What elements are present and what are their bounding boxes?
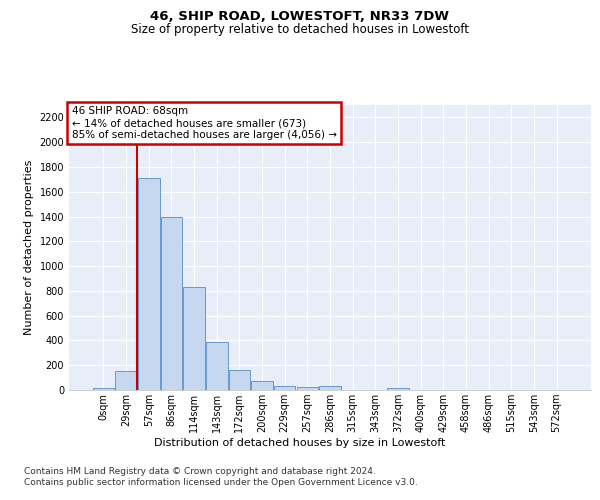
Bar (319, 386, 341, 390)
Text: Contains public sector information licensed under the Open Government Licence v3: Contains public sector information licen… (24, 478, 418, 487)
Y-axis label: Number of detached properties: Number of detached properties (24, 160, 34, 335)
Text: 46 SHIP ROAD: 68sqm
← 14% of detached houses are smaller (673)
85% of semi-detac: 46 SHIP ROAD: 68sqm ← 14% of detached ho… (71, 106, 337, 140)
Bar (161, 217, 182, 390)
Text: Size of property relative to detached houses in Lowestoft: Size of property relative to detached ho… (131, 22, 469, 36)
Bar (138, 178, 160, 390)
Bar (251, 382, 273, 390)
Bar (387, 388, 409, 390)
Bar (184, 287, 205, 390)
Text: Distribution of detached houses by size in Lowestoft: Distribution of detached houses by size … (154, 438, 446, 448)
Bar (115, 371, 137, 390)
Bar (93, 388, 114, 390)
Bar (296, 386, 318, 390)
Bar (274, 386, 295, 390)
Bar (206, 342, 227, 390)
Bar (229, 370, 250, 390)
Text: Contains HM Land Registry data © Crown copyright and database right 2024.: Contains HM Land Registry data © Crown c… (24, 467, 376, 476)
Text: 46, SHIP ROAD, LOWESTOFT, NR33 7DW: 46, SHIP ROAD, LOWESTOFT, NR33 7DW (151, 10, 449, 23)
